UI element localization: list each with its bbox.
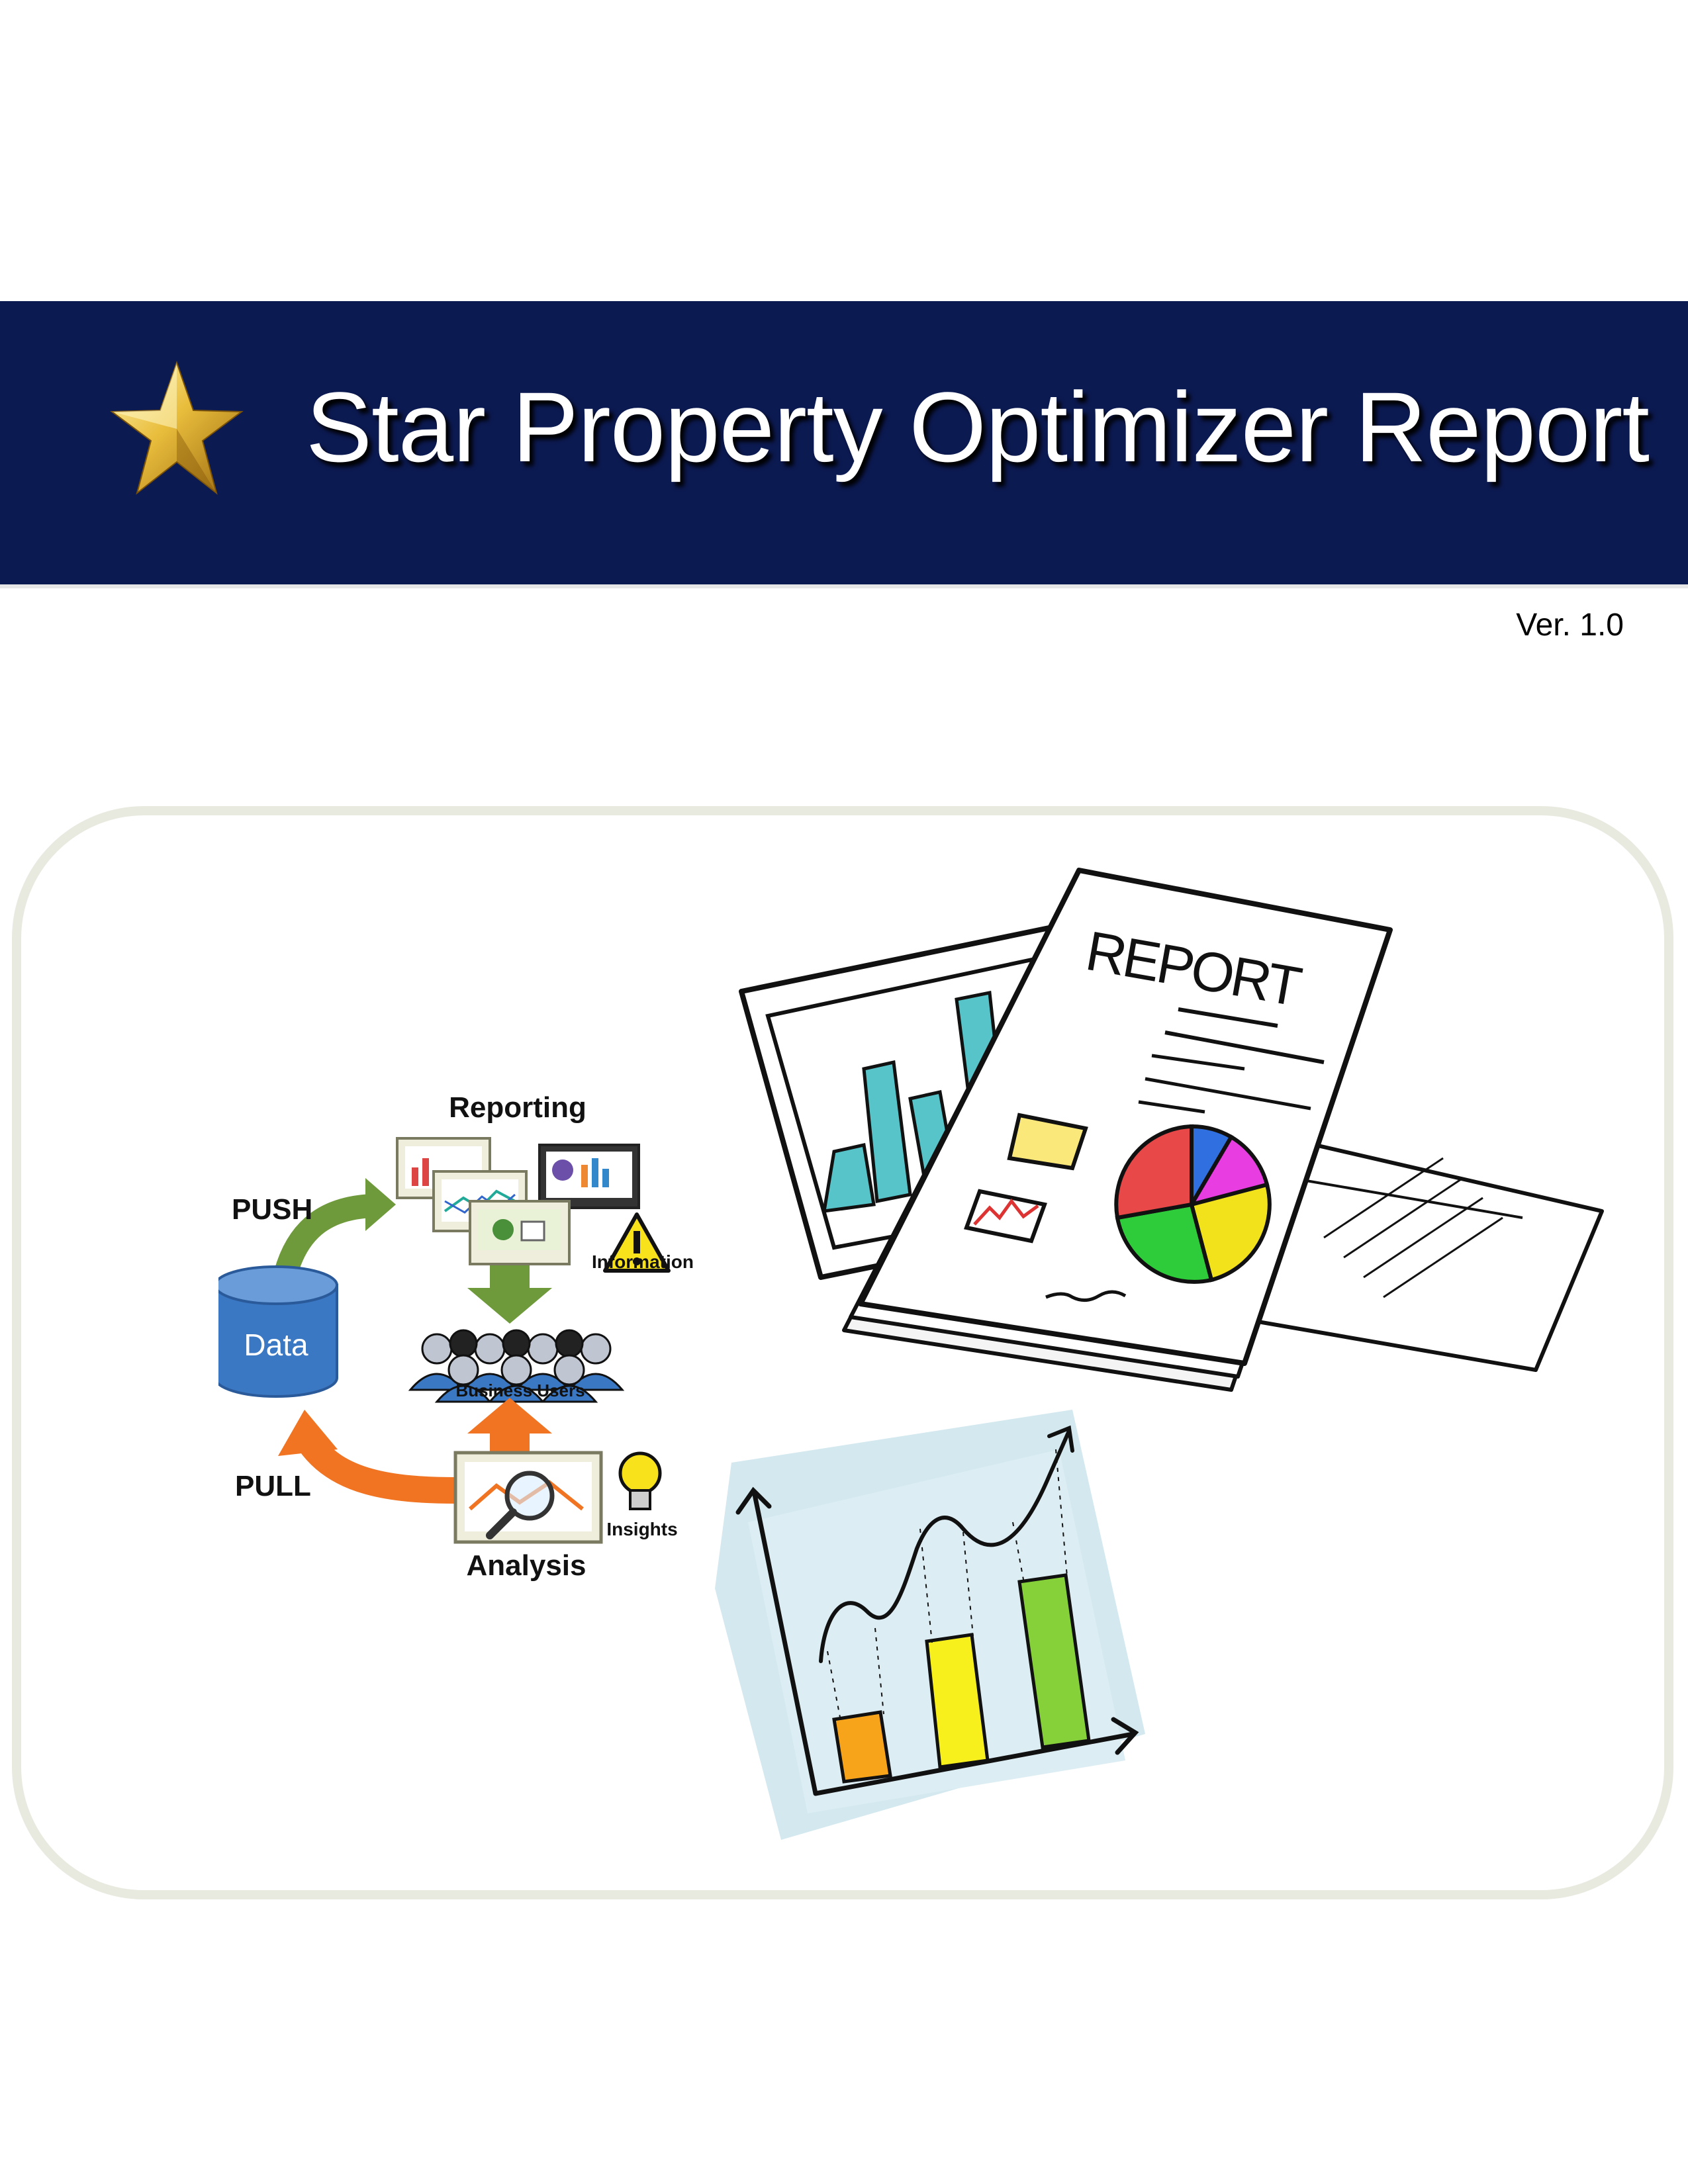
bar-orange <box>832 1710 892 1784</box>
reporting-label: Reporting <box>449 1091 586 1124</box>
data-label: Data <box>244 1328 308 1362</box>
star-icon <box>109 357 245 500</box>
report-title: Star Property Optimizer Report <box>306 371 1650 482</box>
banner-divider <box>0 584 1688 588</box>
pull-label: PULL <box>235 1470 311 1502</box>
information-label: Information <box>592 1251 694 1272</box>
pie-chart <box>1114 1124 1272 1284</box>
up-arrow-icon <box>467 1398 552 1456</box>
magnifier-icon <box>486 1471 555 1539</box>
y-axis <box>752 1492 818 1796</box>
report-papers-illustration: REPORT <box>739 868 1604 1392</box>
push-label: PUSH <box>232 1193 312 1226</box>
report-screens <box>396 1137 640 1265</box>
lightbulb-icon <box>618 1451 662 1510</box>
insights-label: Insights <box>606 1519 677 1539</box>
pull-arrow <box>299 1434 457 1504</box>
analysis-label: Analysis <box>467 1549 586 1582</box>
data-cycle-diagram: Reporting Information <box>218 1091 694 1582</box>
push-arrow <box>273 1194 373 1281</box>
database-icon <box>218 1265 338 1398</box>
trend-line <box>819 1429 1071 1663</box>
growth-chart-sketch <box>715 1410 1145 1840</box>
warning-icon <box>603 1212 671 1273</box>
push-arrowhead <box>365 1178 396 1231</box>
pull-arrowhead <box>278 1410 338 1456</box>
bar-yellow <box>925 1633 990 1769</box>
business-users-label: Business Users <box>455 1381 585 1400</box>
bar-green <box>1017 1573 1091 1749</box>
business-users-icon <box>408 1329 625 1403</box>
down-arrow-icon <box>467 1265 552 1324</box>
header-banner <box>0 301 1688 584</box>
version-label: Ver. 1.0 <box>1516 608 1624 643</box>
